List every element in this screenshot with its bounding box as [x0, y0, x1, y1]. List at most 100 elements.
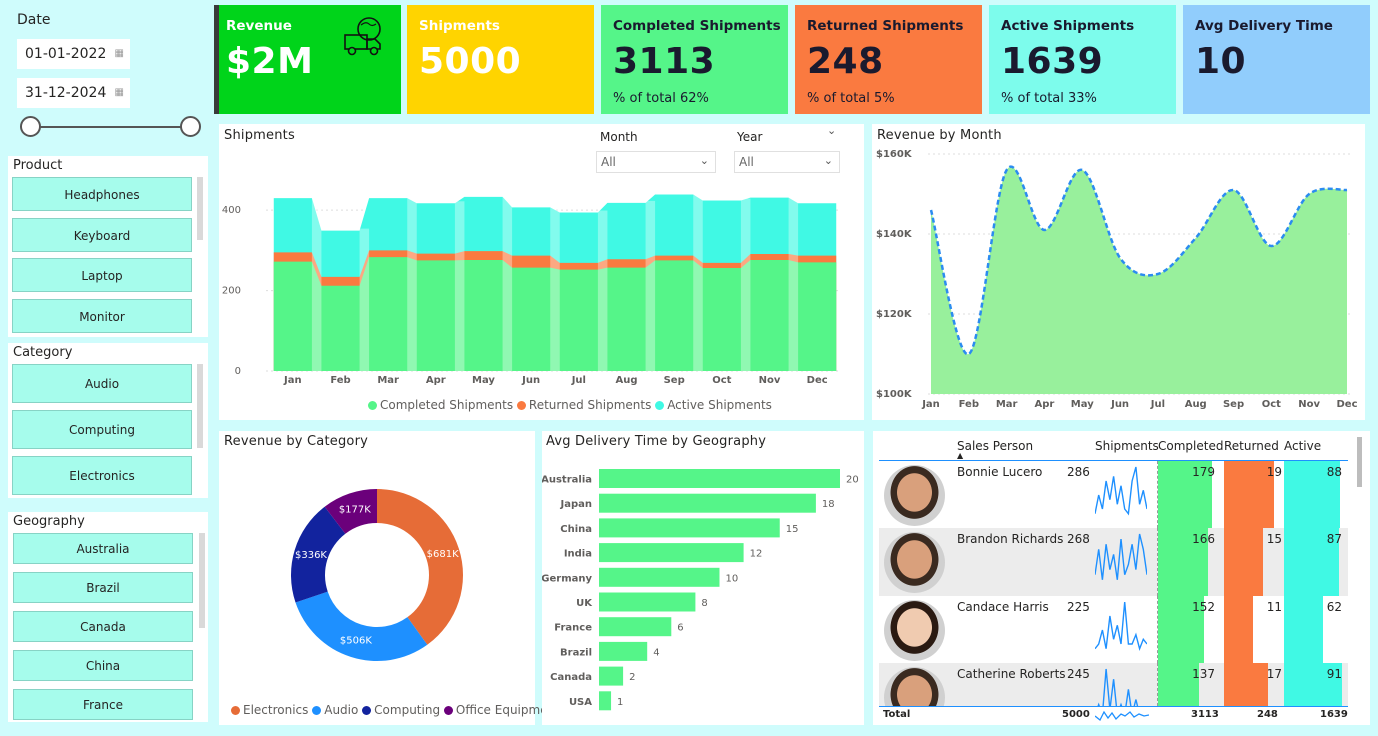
geography-slicer: Geography Australia Brazil Canada China …: [8, 512, 208, 722]
bar: [599, 691, 612, 711]
completed-bar: [1158, 663, 1200, 706]
slicer-item-audio[interactable]: Audio: [12, 364, 192, 403]
year-filter-dropdown[interactable]: All ⌄: [734, 151, 840, 173]
y-tick-label: $120K: [876, 309, 913, 320]
legend-label: Returned Shipments: [528, 398, 652, 412]
completed-divider: [1157, 596, 1158, 663]
slicer-item-keyboard[interactable]: Keyboard: [12, 218, 192, 252]
donut-slice: [295, 591, 428, 661]
y-tick-label: 0: [235, 366, 241, 377]
legend-item[interactable]: Audio: [312, 703, 358, 717]
column-header-returned[interactable]: Returned: [1224, 439, 1279, 453]
kpi-label: Returned Shipments: [807, 18, 964, 34]
completed-bar-label: 179: [1192, 465, 1215, 479]
legend-label: Active Shipments: [667, 398, 772, 412]
kpi-revenue: Revenue $2M: [214, 5, 401, 114]
kpi-avg-delivery-time: Avg Delivery Time 10: [1183, 5, 1370, 114]
y-category-label: Canada: [550, 672, 592, 683]
slicer-item-headphones[interactable]: Headphones: [12, 177, 192, 211]
slicer-item-australia[interactable]: Australia: [13, 533, 193, 564]
table-row[interactable]: Bonnie Lucero 286 179 19 88: [879, 461, 1348, 528]
chevron-down-icon[interactable]: ⌄: [827, 124, 837, 137]
year-filter-label: Year: [737, 130, 763, 144]
category-legend: Electronics Audio Computing Office Equip…: [231, 703, 560, 717]
x-tick-label: Dec: [1336, 399, 1357, 410]
legend-item[interactable]: Completed Shipments: [368, 398, 513, 412]
y-category-label: UK: [576, 598, 593, 609]
column-header-active[interactable]: Active: [1284, 439, 1322, 453]
donut-slice: [324, 489, 377, 534]
x-tick-label: Sep: [1223, 399, 1244, 410]
slicer-item-canada[interactable]: Canada: [13, 611, 193, 642]
column-header-completed[interactable]: Completed: [1158, 439, 1224, 453]
returned-bar-label: 19: [1266, 465, 1282, 479]
scrollbar[interactable]: [199, 533, 205, 628]
slicer-item-electronics[interactable]: Electronics: [12, 456, 192, 495]
calendar-icon[interactable]: ▦: [114, 48, 124, 59]
legend-item[interactable]: Computing: [362, 703, 440, 717]
band-gap: [502, 194, 513, 371]
slicer-item-brazil[interactable]: Brazil: [13, 572, 193, 603]
date-range-end-handle[interactable]: [180, 116, 201, 137]
x-tick-label: Dec: [807, 375, 828, 386]
revenue-area: [931, 166, 1347, 394]
slicer-item-france[interactable]: France: [13, 689, 193, 720]
table-row[interactable]: Catherine Roberts 245 137 17 91: [879, 663, 1348, 706]
column-header-sales-person[interactable]: Sales Person: [957, 439, 1034, 453]
chevron-down-icon: ⌄: [699, 154, 709, 167]
legend-item[interactable]: Active Shipments: [655, 398, 772, 412]
y-category-label: Japan: [560, 499, 593, 510]
kpi-label: Active Shipments: [1001, 18, 1135, 34]
end-date-input[interactable]: 31-12-2024 ▦: [17, 78, 130, 108]
column-header-shipments[interactable]: Shipments: [1095, 439, 1159, 453]
data-label: 10: [726, 573, 739, 584]
returned-bar: [1224, 596, 1253, 663]
month-filter-dropdown[interactable]: All ⌄: [596, 151, 716, 173]
category-slicer-title: Category: [13, 345, 73, 360]
kpi-value: 3113: [613, 41, 716, 82]
avatar: [884, 667, 945, 706]
returned-bar: [1224, 528, 1264, 596]
kpi-subtext: % of total 33%: [1001, 91, 1097, 106]
kpi-subtext: % of total 62%: [613, 91, 709, 106]
start-date-input[interactable]: 01-01-2022 ▦: [17, 39, 130, 69]
table-row[interactable]: Candace Harris 225 152 11 62: [879, 596, 1348, 663]
slicer-item-laptop[interactable]: Laptop: [12, 258, 192, 292]
kpi-label: Avg Delivery Time: [1195, 18, 1333, 34]
x-tick-label: Apr: [1035, 399, 1055, 410]
delivery-truck-icon: [344, 17, 381, 56]
legend-item[interactable]: Office Equipment: [443, 703, 560, 717]
scrollbar[interactable]: [1357, 437, 1362, 487]
slicer-item-monitor[interactable]: Monitor: [12, 299, 192, 333]
band-gap: [645, 200, 656, 371]
legend-item[interactable]: Electronics: [231, 703, 308, 717]
data-label: 12: [750, 549, 763, 560]
scrollbar[interactable]: [197, 364, 203, 448]
total-completed: 3113: [1191, 709, 1219, 720]
y-tick-label: $100K: [876, 389, 913, 400]
shipments-sparkline: [1095, 466, 1147, 516]
avatar: [884, 600, 945, 661]
scrollbar[interactable]: [197, 177, 203, 240]
x-tick-label: Sep: [664, 375, 685, 386]
slicer-item-china[interactable]: China: [13, 650, 193, 681]
active-bar-label: 62: [1326, 600, 1342, 614]
band-gap: [788, 195, 799, 371]
avatar: [884, 532, 945, 593]
y-category-label: Germany: [542, 573, 592, 584]
date-range-start-handle[interactable]: [20, 116, 41, 137]
slicer-item-computing[interactable]: Computing: [12, 410, 192, 449]
active-bar: [1284, 528, 1339, 596]
delivery-geo-title: Avg Delivery Time by Geography: [546, 434, 767, 449]
table-row[interactable]: Brandon Richards 268 166 15 87: [879, 528, 1348, 596]
kpi-active-shipments: Active Shipments 1639 % of total 33%: [989, 5, 1176, 114]
x-tick-label: Mar: [996, 399, 1018, 410]
avatar: [884, 465, 945, 526]
legend-label: Audio: [324, 703, 359, 717]
legend-item[interactable]: Returned Shipments: [516, 398, 652, 412]
revenue-month-panel: Revenue by Month $100K $120K $140K $160K Jan…: [872, 124, 1365, 420]
returned-bar-label: 17: [1266, 667, 1282, 681]
kpi-label: Revenue: [226, 18, 292, 34]
calendar-icon[interactable]: ▦: [114, 87, 124, 98]
